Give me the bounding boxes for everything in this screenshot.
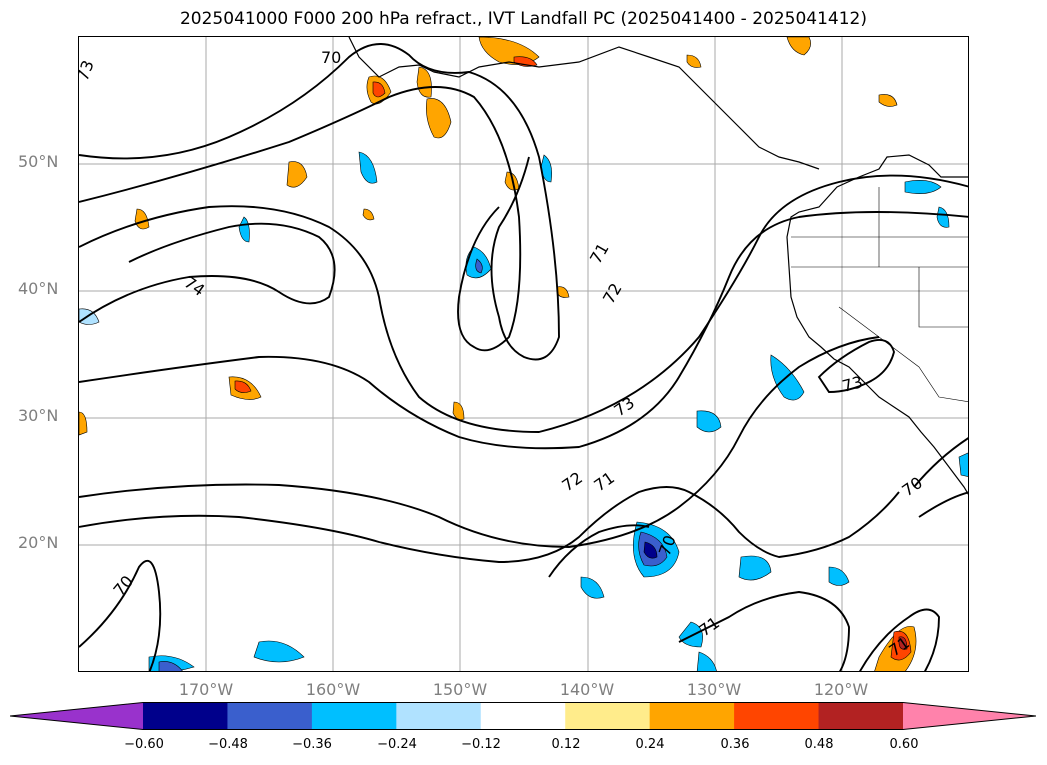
colorbar-cell bbox=[227, 702, 313, 730]
contour-70-southeast bbox=[913, 437, 968, 488]
lon-label-120w: 120°W bbox=[813, 680, 869, 699]
anomaly-patch bbox=[79, 308, 100, 325]
contour-label: 70 bbox=[321, 48, 341, 67]
contour-72-outer bbox=[79, 174, 968, 433]
gridlines bbox=[79, 37, 968, 671]
colorbar-cell bbox=[396, 702, 482, 730]
colorbar-cell bbox=[818, 702, 904, 730]
anomaly-patch bbox=[958, 452, 968, 477]
contour-label: 73 bbox=[79, 58, 98, 84]
anomaly-patch bbox=[738, 555, 772, 581]
anomaly-patch bbox=[904, 180, 942, 194]
anomaly-patch bbox=[696, 651, 717, 671]
alaska-coast bbox=[348, 37, 820, 170]
colorbar-cell bbox=[143, 702, 228, 730]
anomaly-patch bbox=[416, 66, 432, 98]
contour-label: 71 bbox=[590, 468, 618, 495]
anomaly-patch bbox=[556, 286, 570, 298]
colorbar-cells bbox=[10, 702, 1036, 730]
lat-label-20n: 20°N bbox=[18, 533, 59, 552]
colorbar-extend-high bbox=[903, 702, 1036, 730]
colorbar-tick: −0.60 bbox=[124, 737, 164, 752]
colorbar-tick: −0.12 bbox=[461, 737, 501, 752]
anomaly-patch bbox=[234, 380, 252, 393]
anomaly-patch bbox=[696, 410, 722, 433]
colorbar-tick: −0.24 bbox=[377, 737, 417, 752]
anomaly-patch bbox=[372, 81, 386, 98]
refractivity-contours bbox=[79, 43, 968, 671]
contour-label: 73 bbox=[840, 372, 865, 396]
anomaly-patch bbox=[878, 94, 898, 107]
map-title: 2025041000 F000 200 hPa refract., IVT La… bbox=[179, 9, 867, 29]
contour-70-north bbox=[79, 43, 560, 361]
contour-label: 72 bbox=[599, 280, 626, 307]
contour-71-southeast bbox=[678, 591, 850, 671]
lat-label-50n: 50°N bbox=[18, 152, 59, 171]
lat-label-40n: 40°N bbox=[18, 279, 59, 298]
colorbar-cell bbox=[311, 702, 397, 730]
state-border bbox=[918, 267, 968, 328]
colorbar-tick: −0.48 bbox=[208, 737, 248, 752]
contour-71-east bbox=[548, 524, 650, 578]
contour-71-se-2 bbox=[859, 608, 940, 671]
colorbar-cell bbox=[734, 702, 820, 730]
colorbar-tick: 0.36 bbox=[720, 737, 750, 752]
colorbar-tick: 0.12 bbox=[551, 737, 581, 752]
colorbar-tick: 0.24 bbox=[635, 737, 665, 752]
lon-label-140w: 140°W bbox=[559, 680, 615, 699]
anomaly-patch bbox=[452, 401, 465, 421]
colorbar-tick: −0.36 bbox=[292, 737, 332, 752]
anomaly-patch bbox=[426, 98, 452, 139]
contour-73-east bbox=[817, 339, 895, 393]
anomaly-patch bbox=[828, 566, 850, 586]
anomaly-patch bbox=[786, 37, 811, 56]
anomaly-patch bbox=[686, 54, 702, 68]
colorbar-outline bbox=[10, 702, 1036, 730]
lon-label-160w: 160°W bbox=[305, 680, 361, 699]
lat-label-30n: 30°N bbox=[18, 406, 59, 425]
anomaly-patch bbox=[643, 541, 658, 559]
contour-74 bbox=[79, 222, 336, 323]
colorbar-tick: 0.60 bbox=[889, 737, 919, 752]
contour-70-southwest bbox=[79, 560, 162, 671]
map-panel: 70 73 74 71 72 73 72 71 70 71 73 70 71 7… bbox=[78, 36, 969, 672]
lon-label-130w: 130°W bbox=[686, 680, 742, 699]
anomaly-patch bbox=[475, 258, 483, 274]
colorbar-tick: 0.48 bbox=[804, 737, 834, 752]
lon-label-170w: 170°W bbox=[178, 680, 234, 699]
anomaly-patch bbox=[936, 206, 950, 228]
map-canvas: 70 73 74 71 72 73 72 71 70 71 73 70 71 7… bbox=[79, 37, 968, 671]
north-america-coast bbox=[786, 154, 968, 495]
shaded-anomalies bbox=[79, 37, 968, 671]
anomaly-patch bbox=[134, 208, 150, 230]
anomaly-patch bbox=[79, 411, 88, 436]
anomaly-patch bbox=[358, 151, 378, 184]
contour-label: 70 bbox=[110, 572, 138, 600]
anomaly-patch bbox=[238, 216, 250, 243]
contour-label: 71 bbox=[586, 240, 613, 267]
coastlines bbox=[348, 37, 968, 495]
anomaly-patch bbox=[580, 576, 605, 599]
anomaly-patch bbox=[362, 208, 375, 221]
anomaly-patch bbox=[898, 636, 908, 650]
lon-label-150w: 150°W bbox=[432, 680, 488, 699]
contour-70-se-2 bbox=[918, 491, 968, 518]
contour-72-south bbox=[79, 336, 880, 548]
colorbar bbox=[10, 702, 1036, 730]
contour-label: 72 bbox=[558, 468, 586, 495]
colorbar-cell bbox=[565, 702, 651, 730]
contour-73-outer bbox=[79, 211, 968, 450]
contour-71-south bbox=[79, 486, 900, 563]
contour-label: 73 bbox=[610, 393, 638, 420]
anomaly-patch bbox=[158, 661, 183, 671]
contour-71-north bbox=[79, 86, 522, 352]
anomaly-patch bbox=[253, 640, 305, 663]
colorbar-extend-low bbox=[10, 702, 143, 730]
colorbar-cell bbox=[480, 702, 566, 730]
colorbar-cell bbox=[649, 702, 735, 730]
anomaly-patch bbox=[286, 161, 308, 188]
